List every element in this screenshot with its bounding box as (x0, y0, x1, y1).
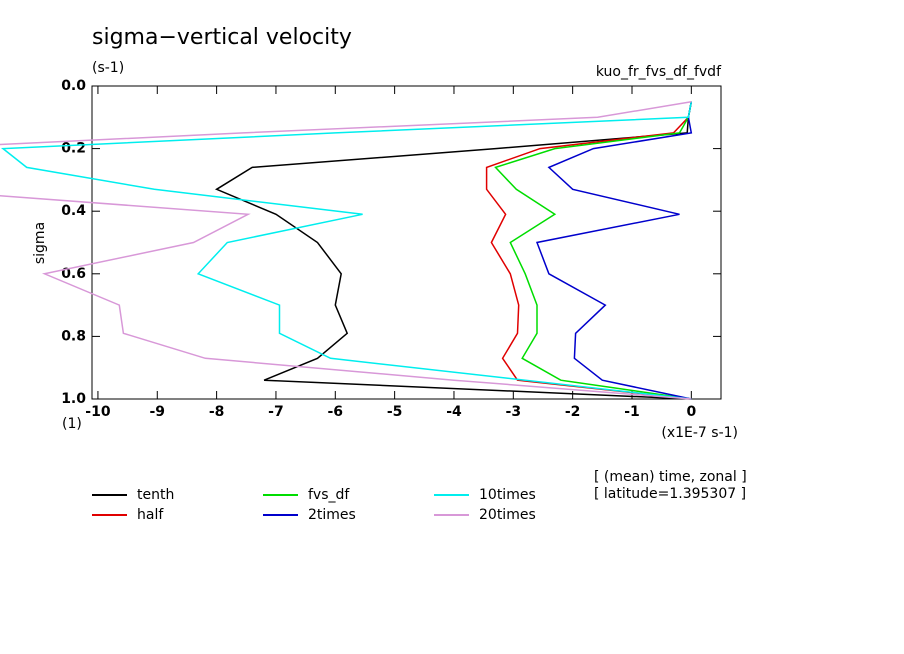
y-tick-label: 0.6 (61, 266, 86, 282)
x-tick-label: -5 (387, 404, 403, 420)
x-tick-label: -9 (149, 404, 165, 420)
legend-label: fvs_df (308, 487, 350, 503)
plot-frame (91, 85, 722, 400)
annotation: [ latitude=1.395307 ] (594, 486, 746, 502)
y-tick-label: 1.0 (61, 391, 86, 407)
series-line (0, 101, 693, 400)
series-line (214, 101, 693, 400)
annotation: [ (mean) time, zonal ] (594, 469, 747, 485)
x-tick-label: -10 (85, 404, 111, 420)
x-unit: (x1E-7 s-1) (661, 425, 738, 441)
series-line (535, 101, 693, 400)
series-line (0, 100, 692, 400)
x-tick-label: -3 (506, 404, 522, 420)
subtitle: (s-1) (92, 60, 124, 76)
series-line (485, 101, 693, 400)
y-tick-label: 0.0 (61, 78, 86, 94)
series-line (494, 101, 693, 400)
legend-label: 20times (479, 507, 536, 523)
chart-title: sigma−vertical velocity (92, 25, 352, 50)
x-tick-label: -4 (446, 404, 462, 420)
y-tick-label: 0.8 (61, 328, 86, 344)
legend-label: 10times (479, 487, 536, 503)
legend-label: tenth (137, 487, 174, 503)
legend-label: 2times (308, 507, 356, 523)
x-tick-label: -2 (565, 404, 581, 420)
x-tick-label: 0 (686, 404, 696, 420)
y-axis-label: sigma (32, 222, 48, 264)
y-tick-label: 0.2 (61, 141, 86, 157)
y-tick-label: 0.4 (61, 203, 86, 219)
x-tick-label: -1 (624, 404, 640, 420)
x-tick-label: -6 (328, 404, 344, 420)
x-tick-label: -8 (209, 404, 225, 420)
x-tick-label: -7 (268, 404, 284, 420)
experiment-label: kuo_fr_fvs_df_fvdf (596, 64, 722, 80)
legend-label: half (137, 507, 164, 523)
y-unit: (1) (62, 416, 82, 432)
